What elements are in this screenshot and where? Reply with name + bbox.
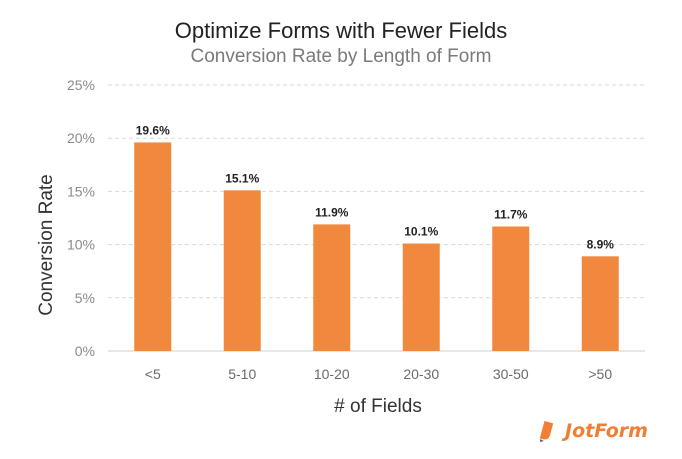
x-tick-labels: <5 5-10 10-20 20-30 30-50 >50: [145, 366, 613, 382]
y-tick-label: 20%: [67, 130, 95, 146]
data-labels: 19.6% 15.1% 11.9% 10.1% 11.7% 8.9%: [136, 123, 615, 251]
jotform-logo: JotForm: [537, 416, 648, 446]
chart-title: Optimize Forms with Fewer Fields: [174, 18, 508, 43]
x-axis-label: # of Fields: [334, 396, 422, 417]
data-label: 8.9%: [587, 237, 615, 251]
x-tick-label: 5-10: [228, 366, 256, 382]
data-label: 11.7%: [494, 208, 528, 222]
chart-subtitle: Conversion Rate by Length of Form: [190, 46, 492, 67]
y-axis-label: Conversion Rate: [36, 174, 57, 316]
x-tick-label: 30-50: [493, 366, 529, 382]
bar: [223, 190, 261, 351]
x-tick-label: 10-20: [314, 366, 350, 382]
data-label: 15.1%: [225, 171, 259, 185]
bar: [581, 256, 619, 351]
y-tick-label: 10%: [67, 237, 95, 253]
data-label: 10.1%: [404, 225, 438, 239]
y-tick-label: 15%: [67, 183, 95, 199]
gridlines: [108, 84, 645, 352]
jotform-pencil-icon: [539, 421, 554, 442]
y-tick-label: 5%: [75, 290, 95, 306]
y-tick-label: 0%: [75, 343, 95, 359]
x-tick-label: >50: [588, 366, 612, 382]
bars: [134, 142, 619, 351]
bar: [134, 142, 172, 351]
bar: [492, 226, 530, 351]
data-label: 19.6%: [136, 123, 170, 137]
bar: [402, 243, 440, 351]
y-tick-label: 25%: [67, 77, 95, 93]
data-label: 11.9%: [315, 205, 349, 219]
x-tick-label: 20-30: [403, 366, 439, 382]
y-tick-labels: 0% 5% 10% 15% 20% 25%: [67, 77, 95, 359]
logo-text: JotForm: [565, 420, 648, 442]
x-tick-label: <5: [145, 366, 161, 382]
bar: [313, 224, 351, 351]
